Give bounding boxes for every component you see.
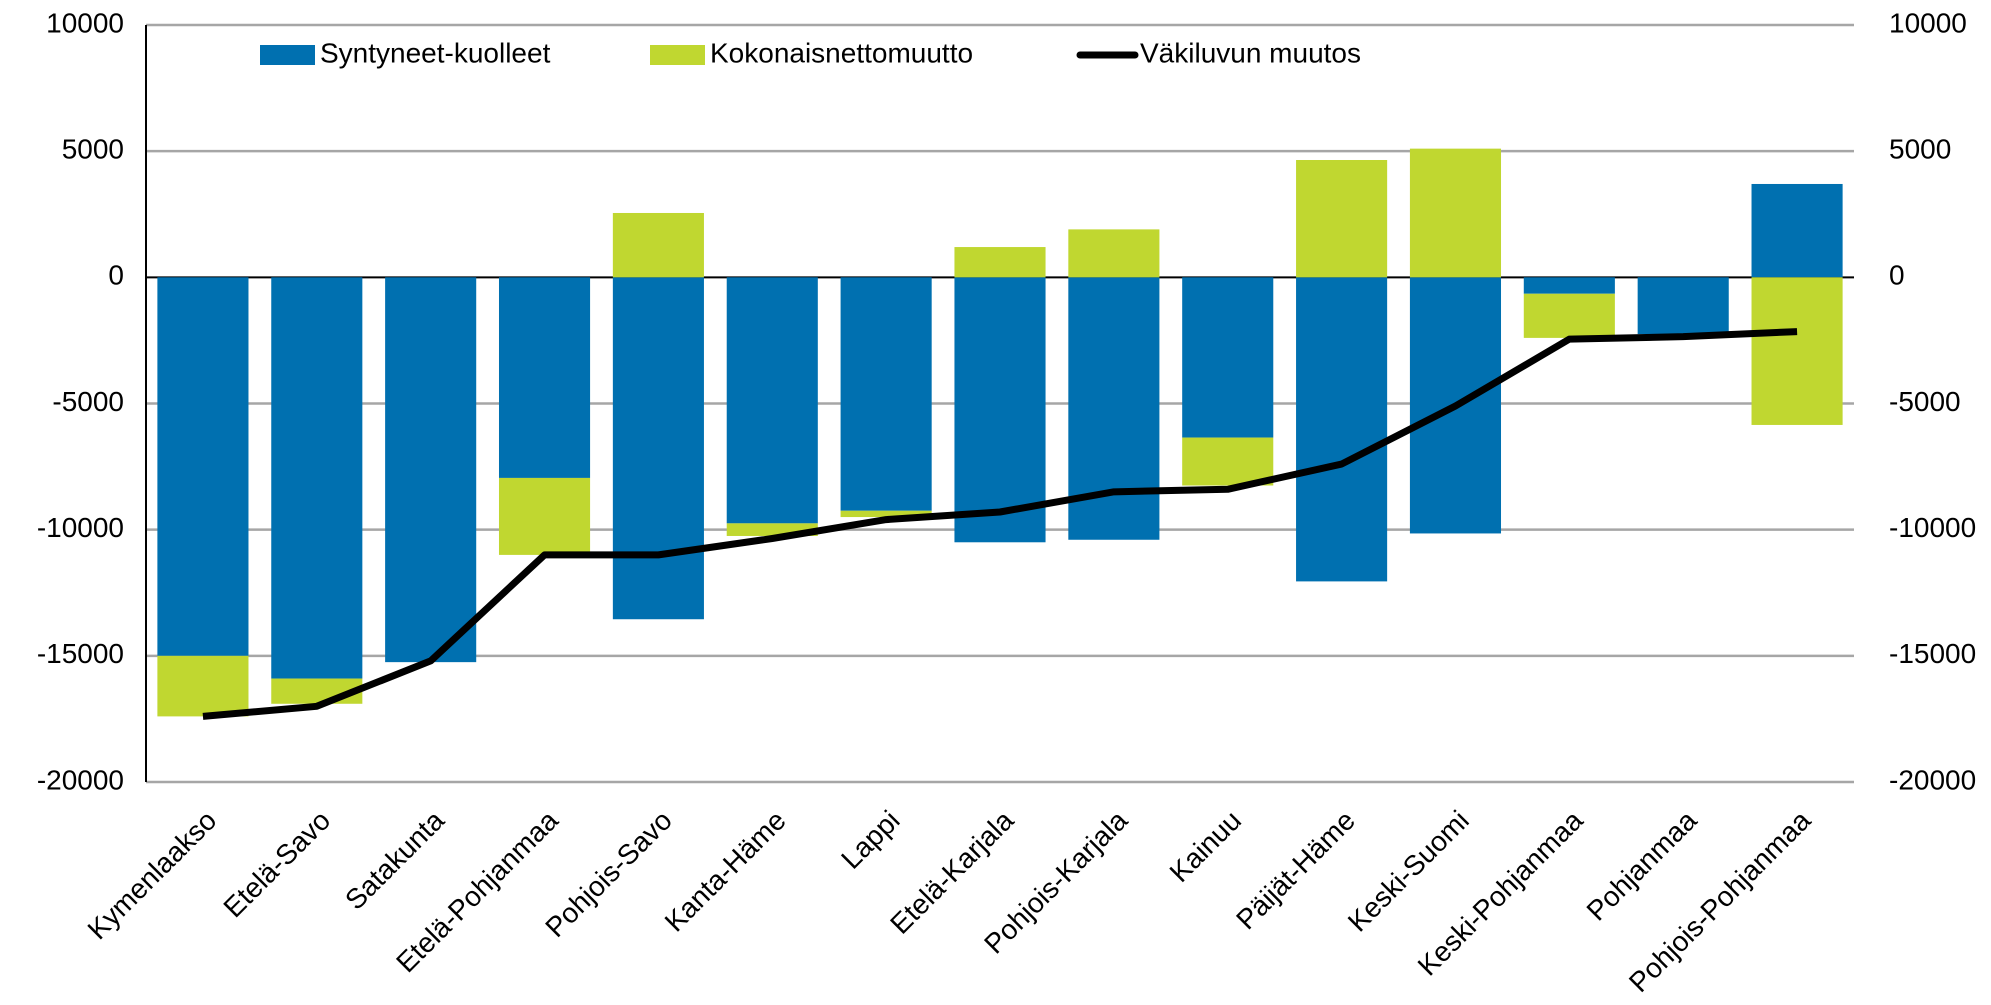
- x-tick-label: Satakunta: [339, 804, 450, 915]
- bar: [726, 277, 818, 524]
- legend-swatch: [260, 45, 315, 65]
- bar: [385, 277, 477, 663]
- bar: [1637, 277, 1729, 335]
- bar: [612, 277, 704, 620]
- y-tick-label: -20000: [37, 764, 124, 795]
- y-tick-label: -5000: [52, 386, 124, 417]
- x-tick-label: Etelä-Savo: [217, 805, 336, 924]
- legend-swatch: [650, 45, 705, 65]
- x-tick-label: Kymenlaakso: [82, 805, 223, 946]
- y-tick-label: 5000: [62, 134, 124, 165]
- bar: [1068, 229, 1160, 278]
- y2-tick-label: -10000: [1889, 512, 1976, 543]
- bar: [1751, 183, 1843, 278]
- x-tick-label: Lappi: [835, 805, 905, 875]
- bar: [1409, 148, 1502, 278]
- bar: [1182, 277, 1274, 438]
- line-series: [202, 328, 1798, 720]
- y-tick-label: -10000: [37, 512, 124, 543]
- bar: [1523, 277, 1615, 294]
- legend-label: Väkiluvun muutos: [1140, 37, 1361, 68]
- bar: [840, 277, 932, 511]
- x-tick-label: Kanta-Häme: [659, 805, 792, 938]
- bar: [157, 277, 249, 656]
- x-tick-label: Pohjanmaa: [1581, 804, 1703, 926]
- y2-tick-label: -5000: [1889, 386, 1961, 417]
- bar: [840, 510, 932, 518]
- bar: [1296, 277, 1388, 582]
- bar: [271, 277, 363, 679]
- bar: [1751, 277, 1843, 425]
- bar: [954, 277, 1046, 543]
- y2-tick-label: 0: [1889, 260, 1905, 291]
- y2-tick-label: -15000: [1889, 638, 1976, 669]
- y2-tick-label: 10000: [1889, 7, 1967, 38]
- legend-label: Syntyneet-kuolleet: [320, 37, 551, 68]
- bar: [1182, 437, 1274, 486]
- bar: [612, 212, 704, 278]
- x-tick-label: Kainuu: [1164, 805, 1248, 889]
- y-tick-label: 10000: [46, 7, 124, 38]
- bar: [157, 655, 249, 717]
- bar: [1296, 159, 1388, 278]
- y2-tick-label: -20000: [1889, 764, 1976, 795]
- bar: [498, 477, 591, 555]
- y2-tick-label: 5000: [1889, 134, 1951, 165]
- legend-label: Kokonaisnettomuutto: [710, 37, 973, 68]
- bar: [1523, 293, 1615, 338]
- y-tick-label: -15000: [37, 638, 124, 669]
- bar: [954, 247, 1046, 278]
- bar: [498, 277, 591, 478]
- y-tick-label: 0: [108, 260, 124, 291]
